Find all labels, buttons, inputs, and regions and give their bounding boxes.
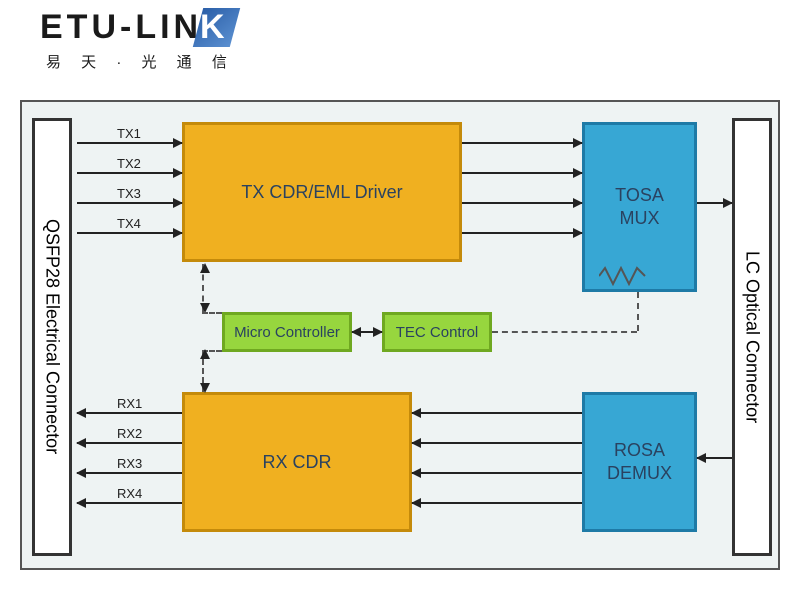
tec-control-block: TEC Control xyxy=(382,312,492,352)
arrow-tx4-in xyxy=(77,232,182,234)
rx1-label: RX1 xyxy=(117,396,142,411)
logo-text-k: K xyxy=(193,8,240,47)
arrow-rx1-out xyxy=(77,412,182,414)
resistor-zigzag-icon xyxy=(599,266,649,286)
arrow-tosa-lc xyxy=(697,202,732,204)
arrow-txcdr-tosa-1 xyxy=(462,142,582,144)
arrow-rosa-rxcdr-4 xyxy=(412,502,582,504)
tec-label: TEC Control xyxy=(396,324,479,341)
dash-mcu-txcdr xyxy=(202,264,204,312)
qsfp28-electrical-connector: QSFP28 Electrical Connector xyxy=(32,118,72,556)
micro-controller-block: Micro Controller xyxy=(222,312,352,352)
rosa-label: ROSADEMUX xyxy=(607,439,672,486)
arrow-tx1-in xyxy=(77,142,182,144)
arrow-txcdr-tosa-3 xyxy=(462,202,582,204)
arrow-tx3-in xyxy=(77,202,182,204)
mcu-label: Micro Controller xyxy=(234,324,340,341)
arrow-rosa-rxcdr-1 xyxy=(412,412,582,414)
arrow-rosa-rxcdr-2 xyxy=(412,442,582,444)
tx2-label: TX2 xyxy=(117,156,141,171)
tx1-label: TX1 xyxy=(117,126,141,141)
rx-cdr-block: RX CDR xyxy=(182,392,412,532)
arrow-rx3-out xyxy=(77,472,182,474)
arrow-txcdr-tosa-4 xyxy=(462,232,582,234)
arrow-rx2-out xyxy=(77,442,182,444)
dash-tec-tosa-v xyxy=(637,292,639,331)
lc-optical-connector: LC Optical Connector xyxy=(732,118,772,556)
logo-text-a: ETU-LIN xyxy=(40,8,202,47)
diagram-frame: QSFP28 Electrical Connector LC Optical C… xyxy=(20,100,780,570)
dash-mcu-rxcdr xyxy=(202,350,204,392)
rx-cdr-label: RX CDR xyxy=(262,452,331,473)
logo-subtitle: 易 天 · 光 通 信 xyxy=(46,51,235,72)
logo-main: ETU-LIN K xyxy=(40,8,235,47)
dash-tec-tosa-h xyxy=(492,331,637,333)
rx3-label: RX3 xyxy=(117,456,142,471)
arrow-txcdr-tosa-2 xyxy=(462,172,582,174)
arrow-tx2-in xyxy=(77,172,182,174)
tx-cdr-eml-driver-block: TX CDR/EML Driver xyxy=(182,122,462,262)
rosa-demux-block: ROSADEMUX xyxy=(582,392,697,532)
tx-cdr-label: TX CDR/EML Driver xyxy=(241,182,402,203)
arrow-rx4-out xyxy=(77,502,182,504)
arrow-mcu-tec xyxy=(352,331,382,333)
dash-mcu-txcdr-h xyxy=(202,312,222,314)
lc-label: LC Optical Connector xyxy=(742,251,763,423)
qsfp28-label: QSFP28 Electrical Connector xyxy=(42,219,63,454)
rx4-label: RX4 xyxy=(117,486,142,501)
arrow-lc-rosa xyxy=(697,457,732,459)
brand-logo: ETU-LIN K 易 天 · 光 通 信 xyxy=(40,8,235,72)
tosa-label: TOSAMUX xyxy=(615,184,664,231)
rx2-label: RX2 xyxy=(117,426,142,441)
arrow-rosa-rxcdr-3 xyxy=(412,472,582,474)
tx4-label: TX4 xyxy=(117,216,141,231)
tx3-label: TX3 xyxy=(117,186,141,201)
